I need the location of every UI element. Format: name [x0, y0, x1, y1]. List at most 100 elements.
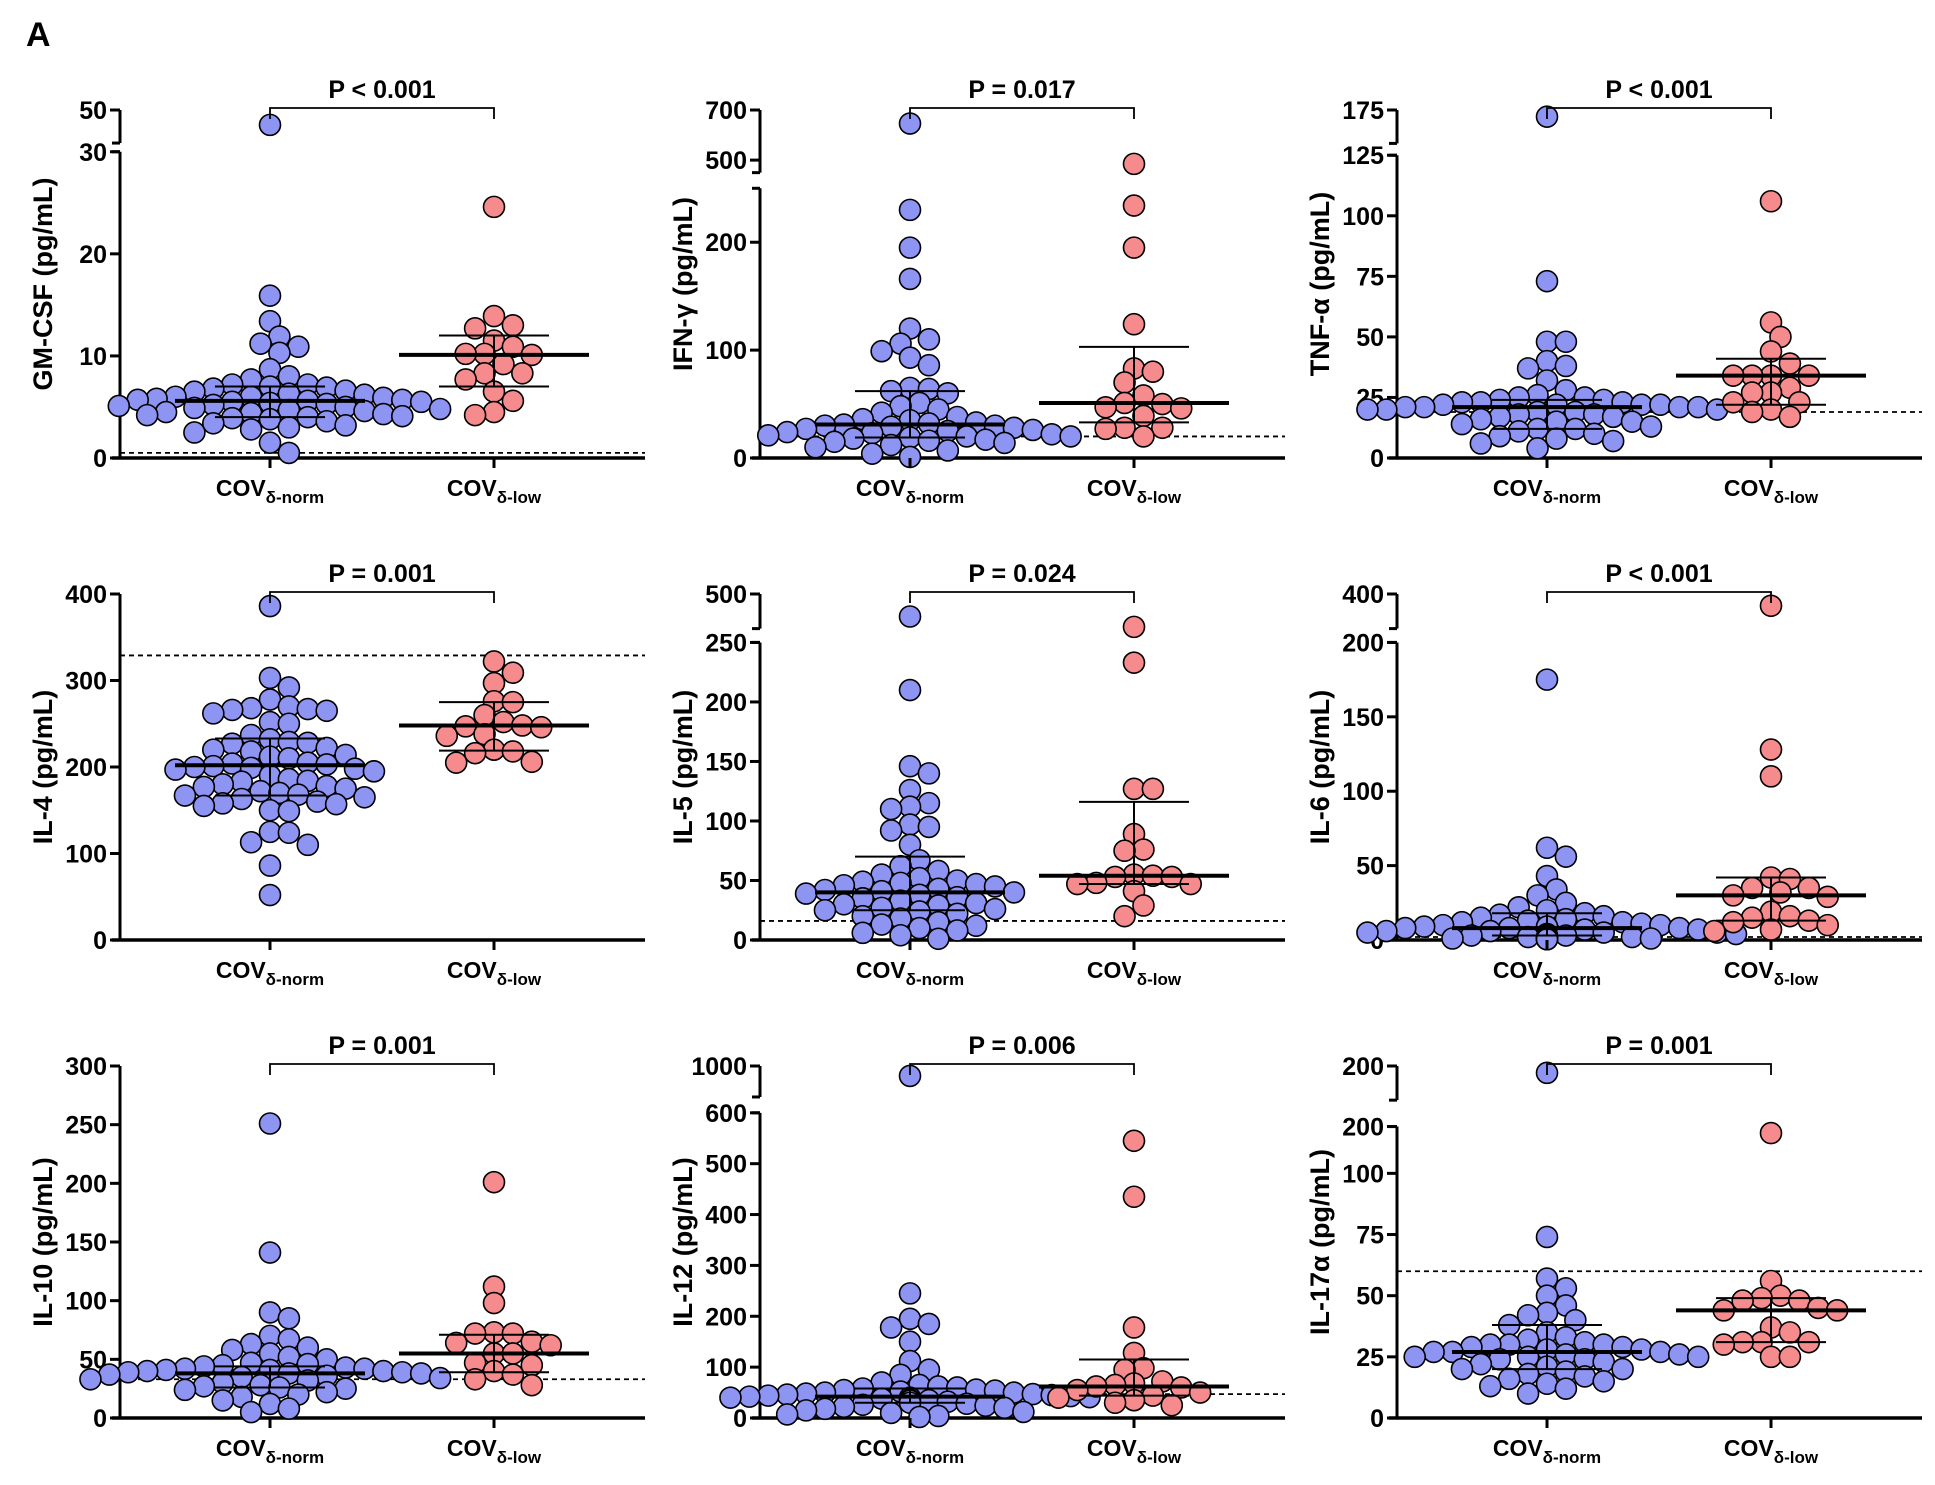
group-label-norm: COVδ-norm: [1493, 957, 1601, 989]
group-label-low: COVδ-low: [447, 957, 542, 989]
data-point-norm: [390, 1360, 414, 1384]
figure-label: A: [26, 16, 51, 54]
y-tick-label: 30: [79, 139, 107, 167]
data-point-norm: [258, 1392, 282, 1416]
data-point-norm: [334, 1377, 357, 1400]
data-point-norm: [202, 411, 225, 435]
group-label-subscript: δ-norm: [1543, 1448, 1601, 1467]
data-point-norm: [315, 699, 339, 723]
y-tick-label: 100: [65, 1288, 107, 1316]
data-point-norm: [1601, 405, 1625, 429]
data-point-norm: [879, 1401, 903, 1425]
data-point-norm: [239, 830, 263, 854]
data-point-norm: [851, 921, 875, 945]
group-label-subscript: δ-low: [497, 1448, 542, 1467]
data-point-norm: [220, 732, 244, 755]
data-point-norm: [116, 1360, 140, 1384]
data-point-norm: [870, 913, 893, 936]
significance-bracket: [1546, 591, 1772, 603]
significance-bracket: [269, 591, 495, 603]
data-point-norm: [173, 784, 197, 807]
data-point-norm: [775, 1403, 799, 1426]
data-point-norm: [202, 702, 225, 725]
y-tick-label: 50: [1356, 1283, 1384, 1311]
data-point-norm: [983, 897, 1007, 921]
group-label-subscript: δ-low: [1137, 1448, 1182, 1467]
group-label-subscript: δ-norm: [906, 1448, 964, 1467]
data-point-norm: [1526, 437, 1549, 460]
data-point-low: [1759, 1121, 1783, 1145]
data-point-norm: [1601, 429, 1625, 453]
data-point-low: [1778, 405, 1802, 429]
data-point-norm: [945, 919, 969, 942]
data-point-norm: [1040, 422, 1064, 446]
data-point-norm: [813, 878, 837, 902]
group-label-subscript: δ-low: [497, 488, 542, 507]
data-point-norm: [1393, 395, 1417, 419]
data-point-norm: [879, 433, 903, 457]
y-tick-label: 300: [65, 1053, 107, 1081]
data-point-low: [1151, 416, 1174, 440]
data-point-norm: [98, 1363, 121, 1386]
data-point-norm: [794, 1399, 818, 1422]
y-tick-label: 100: [1342, 778, 1384, 806]
group-label-low: COVδ-low: [1087, 1435, 1182, 1467]
data-point-norm: [898, 1307, 922, 1331]
y-tick-label: 500: [705, 147, 747, 175]
y-tick-label: 10: [79, 343, 107, 371]
significance-bracket: [909, 1063, 1135, 1075]
data-point-norm: [1393, 916, 1417, 940]
group-label-main: COV: [1493, 1435, 1544, 1461]
data-point-norm: [315, 1380, 339, 1404]
group-label-main: COV: [1724, 957, 1775, 983]
data-point-low: [501, 661, 525, 685]
data-point-norm: [220, 406, 244, 430]
group-label-subscript: δ-low: [497, 970, 542, 989]
data-point-low: [454, 368, 477, 391]
p-value-label: P < 0.001: [1605, 560, 1712, 588]
data-point-norm: [249, 779, 272, 803]
group-label-main: COV: [1493, 957, 1544, 983]
data-point-low: [539, 1333, 563, 1357]
group-label-low: COVδ-low: [1087, 957, 1182, 989]
data-point-norm: [1469, 432, 1493, 455]
data-point-norm: [258, 798, 282, 822]
data-point-norm: [239, 1332, 263, 1356]
data-point-low: [473, 703, 496, 727]
group-label-subscript: δ-norm: [1543, 488, 1601, 507]
group-label-norm: COVδ-norm: [216, 475, 324, 507]
data-point-norm: [1639, 415, 1663, 438]
data-point-low: [1141, 777, 1165, 801]
data-point-low: [1769, 1284, 1792, 1307]
data-point-norm: [917, 429, 941, 453]
data-point-low: [501, 389, 525, 413]
data-point-norm: [1002, 881, 1026, 904]
data-point-low: [1094, 417, 1117, 441]
group-label-norm: COVδ-norm: [856, 1435, 964, 1467]
y-tick-label: 0: [1370, 445, 1384, 473]
data-point-norm: [277, 441, 301, 465]
data-point-norm: [889, 923, 912, 947]
data-point-norm: [1686, 395, 1710, 419]
data-point-norm: [1592, 921, 1615, 944]
data-point-norm: [1535, 1372, 1559, 1396]
data-point-norm: [1516, 357, 1540, 380]
data-point-norm: [239, 418, 263, 441]
data-point-low: [482, 400, 506, 424]
data-point-norm: [898, 236, 922, 259]
group-label-subscript: δ-norm: [266, 970, 324, 989]
data-point-norm: [1441, 927, 1464, 950]
y-tick-label: 0: [733, 1405, 747, 1433]
data-point-norm: [794, 882, 818, 905]
data-point-norm: [1535, 1225, 1559, 1249]
group-label-subscript: δ-norm: [266, 488, 324, 507]
data-point-norm: [1686, 1345, 1710, 1369]
significance-bracket: [909, 107, 1135, 119]
data-point-norm: [1021, 418, 1045, 442]
data-point-low: [482, 304, 506, 328]
group-label-main: COV: [856, 475, 907, 501]
data-point-norm: [1611, 1335, 1634, 1359]
